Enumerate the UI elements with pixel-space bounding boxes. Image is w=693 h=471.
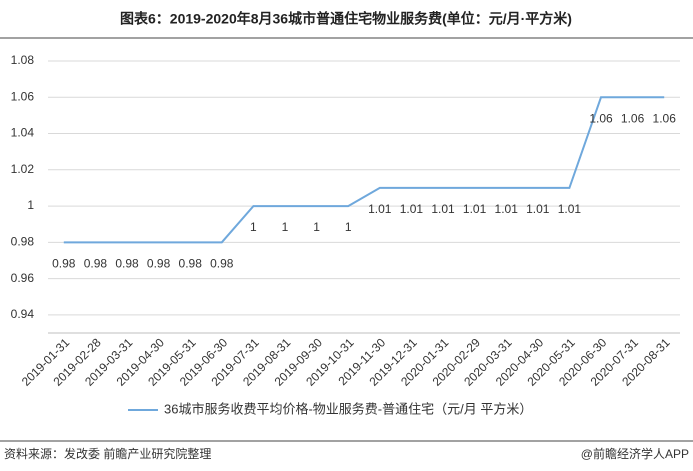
y-tick-label: 1.06	[11, 89, 35, 103]
data-label: 1	[313, 220, 320, 234]
credit: @前瞻经济学人APP	[581, 446, 689, 461]
data-label: 1.01	[495, 202, 519, 216]
y-tick-label: 1.04	[11, 126, 35, 140]
line	[63, 96, 665, 244]
data-label: 0.98	[147, 257, 171, 271]
data-label: 1.01	[526, 202, 550, 216]
data-label: 1.01	[463, 202, 487, 216]
y-tick-label: 1.02	[11, 162, 35, 176]
y-tick-label: 0.96	[11, 271, 35, 285]
y-tick-label: 0.94	[11, 307, 35, 321]
chart-title: 图表6：2019-2020年8月36城市普通住宅物业服务费(单位：元/月·平方米…	[120, 11, 572, 27]
data-label: 1.01	[400, 202, 424, 216]
data-label: 1	[250, 220, 257, 234]
y-tick-label: 1	[27, 198, 34, 212]
data-label: 1.06	[621, 111, 645, 125]
data-label: 0.98	[84, 257, 108, 271]
data-label: 1.01	[431, 202, 455, 216]
data-label: 1.06	[653, 111, 677, 125]
source: 资料来源：发改委 前瞻产业研究院整理	[4, 446, 211, 461]
data-label: 1.01	[558, 202, 582, 216]
data-label: 0.98	[52, 257, 76, 271]
data-label: 0.98	[210, 257, 234, 271]
data-label: 0.98	[179, 257, 203, 271]
legend-label: 36城市服务收费平均价格-物业服务费-普通住宅（元/月 平方米）	[164, 401, 532, 416]
data-label: 1	[345, 220, 352, 234]
y-tick-label: 0.98	[11, 235, 35, 249]
data-label: 1.01	[368, 202, 392, 216]
y-tick-label: 1.08	[11, 53, 35, 67]
data-label: 1	[282, 220, 289, 234]
data-label: 1.06	[589, 111, 613, 125]
data-label: 0.98	[115, 257, 139, 271]
